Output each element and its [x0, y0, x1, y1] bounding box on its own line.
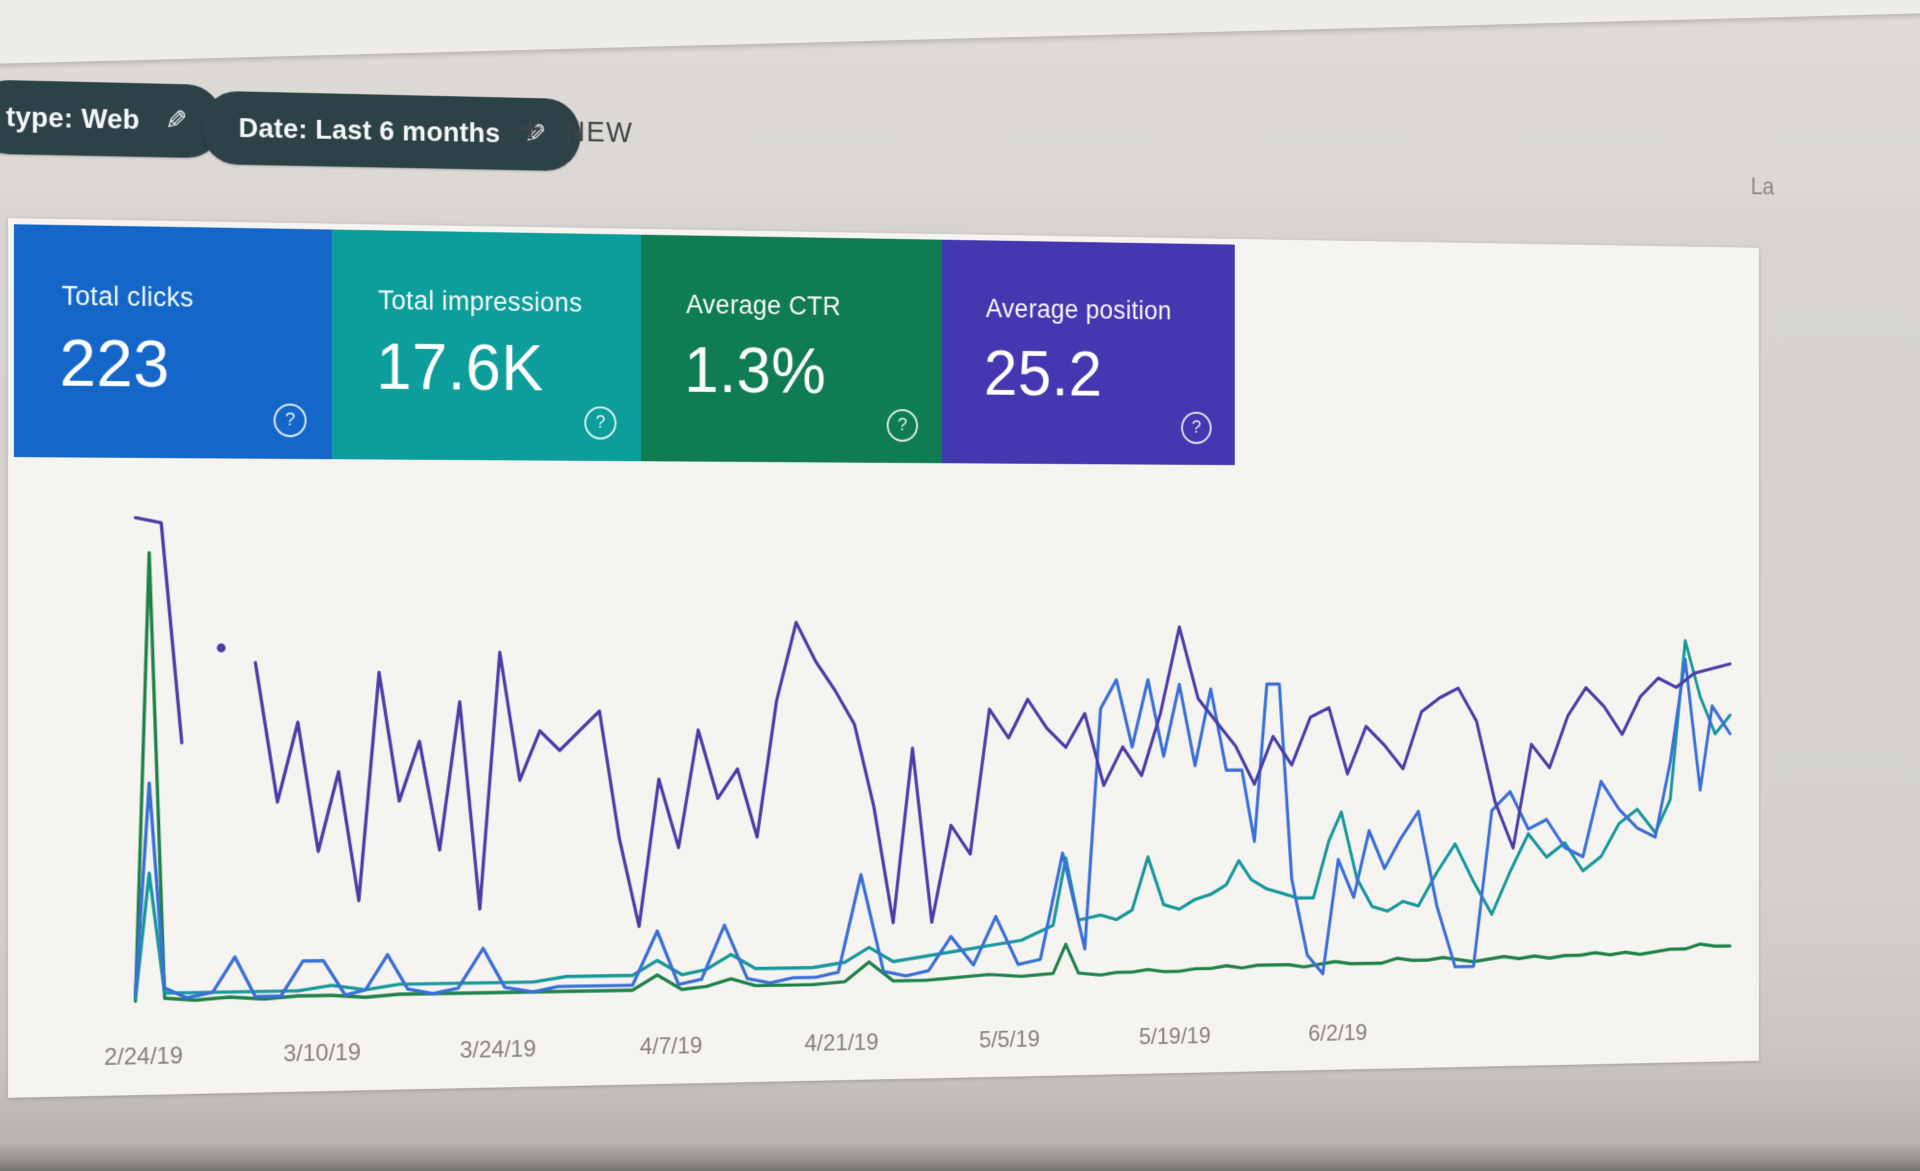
help-icon[interactable]: ?	[886, 408, 919, 442]
metric-value: 17.6K	[376, 329, 544, 404]
search-type-filter-label: type: Web	[5, 101, 140, 135]
metric-value: 25.2	[983, 337, 1103, 410]
series-point-position	[216, 643, 226, 653]
metric-value: 223	[59, 325, 170, 401]
performance-panel: Total clicks 223 ? Total impressions 17.…	[7, 218, 1759, 1098]
total-impressions-card[interactable]: Total impressions 17.6K ?	[331, 229, 641, 462]
metric-label: Total impressions	[378, 285, 583, 318]
x-axis-label: 2/24/19	[104, 1042, 183, 1071]
pencil-icon[interactable]: ✎	[165, 105, 188, 136]
new-filter-button[interactable]: + NEW	[517, 104, 634, 153]
new-filter-label: NEW	[565, 115, 634, 149]
x-axis-label: 3/24/19	[459, 1035, 537, 1064]
x-axis-label: 6/2/19	[1308, 1020, 1368, 1047]
performance-chart[interactable]: 2/24/19 3/10/19 3/24/19 4/7/19 4/21/19 5/5/19…	[8, 458, 1759, 1098]
metric-cards-row: Total clicks 223 ? Total impressions 17.…	[13, 224, 1235, 466]
average-ctr-card[interactable]: Average CTR 1.3% ?	[640, 234, 942, 464]
total-clicks-card[interactable]: Total clicks 223 ?	[13, 224, 332, 460]
help-icon[interactable]: ?	[273, 403, 307, 438]
x-axis-label: 4/7/19	[639, 1032, 703, 1061]
line-chart-svg[interactable]	[127, 459, 1739, 1022]
plus-icon: +	[517, 104, 543, 153]
metric-label: Average position	[985, 294, 1172, 326]
help-icon[interactable]: ?	[584, 406, 617, 440]
metric-value: 1.3%	[684, 333, 827, 407]
help-icon[interactable]: ?	[1181, 411, 1212, 445]
metric-label: Average CTR	[686, 289, 841, 321]
x-axis-label: 5/5/19	[979, 1026, 1040, 1054]
search-type-filter-chip[interactable]: type: Web ✎	[0, 79, 223, 159]
x-axis-label: 5/19/19	[1138, 1023, 1211, 1051]
average-position-card[interactable]: Average position 25.2 ?	[941, 239, 1235, 466]
filters-toolbar: type: Web ✎ Date: Last 6 months ✎ + NEW …	[0, 0, 1774, 245]
metric-label: Total clicks	[61, 280, 194, 313]
x-axis-labels: 2/24/19 3/10/19 3/24/19 4/7/19 4/21/19 5/5/19…	[8, 458, 1759, 1098]
x-axis-label: 3/10/19	[283, 1039, 361, 1068]
x-axis-label: 4/21/19	[804, 1029, 879, 1057]
date-range-filter-label: Date: Last 6 months	[238, 112, 501, 149]
last-updated-partial-text: La	[1750, 173, 1775, 201]
